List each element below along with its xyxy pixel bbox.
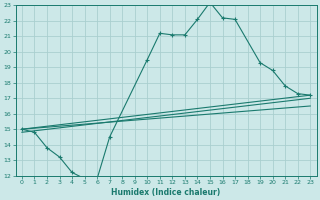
X-axis label: Humidex (Indice chaleur): Humidex (Indice chaleur) [111,188,221,197]
